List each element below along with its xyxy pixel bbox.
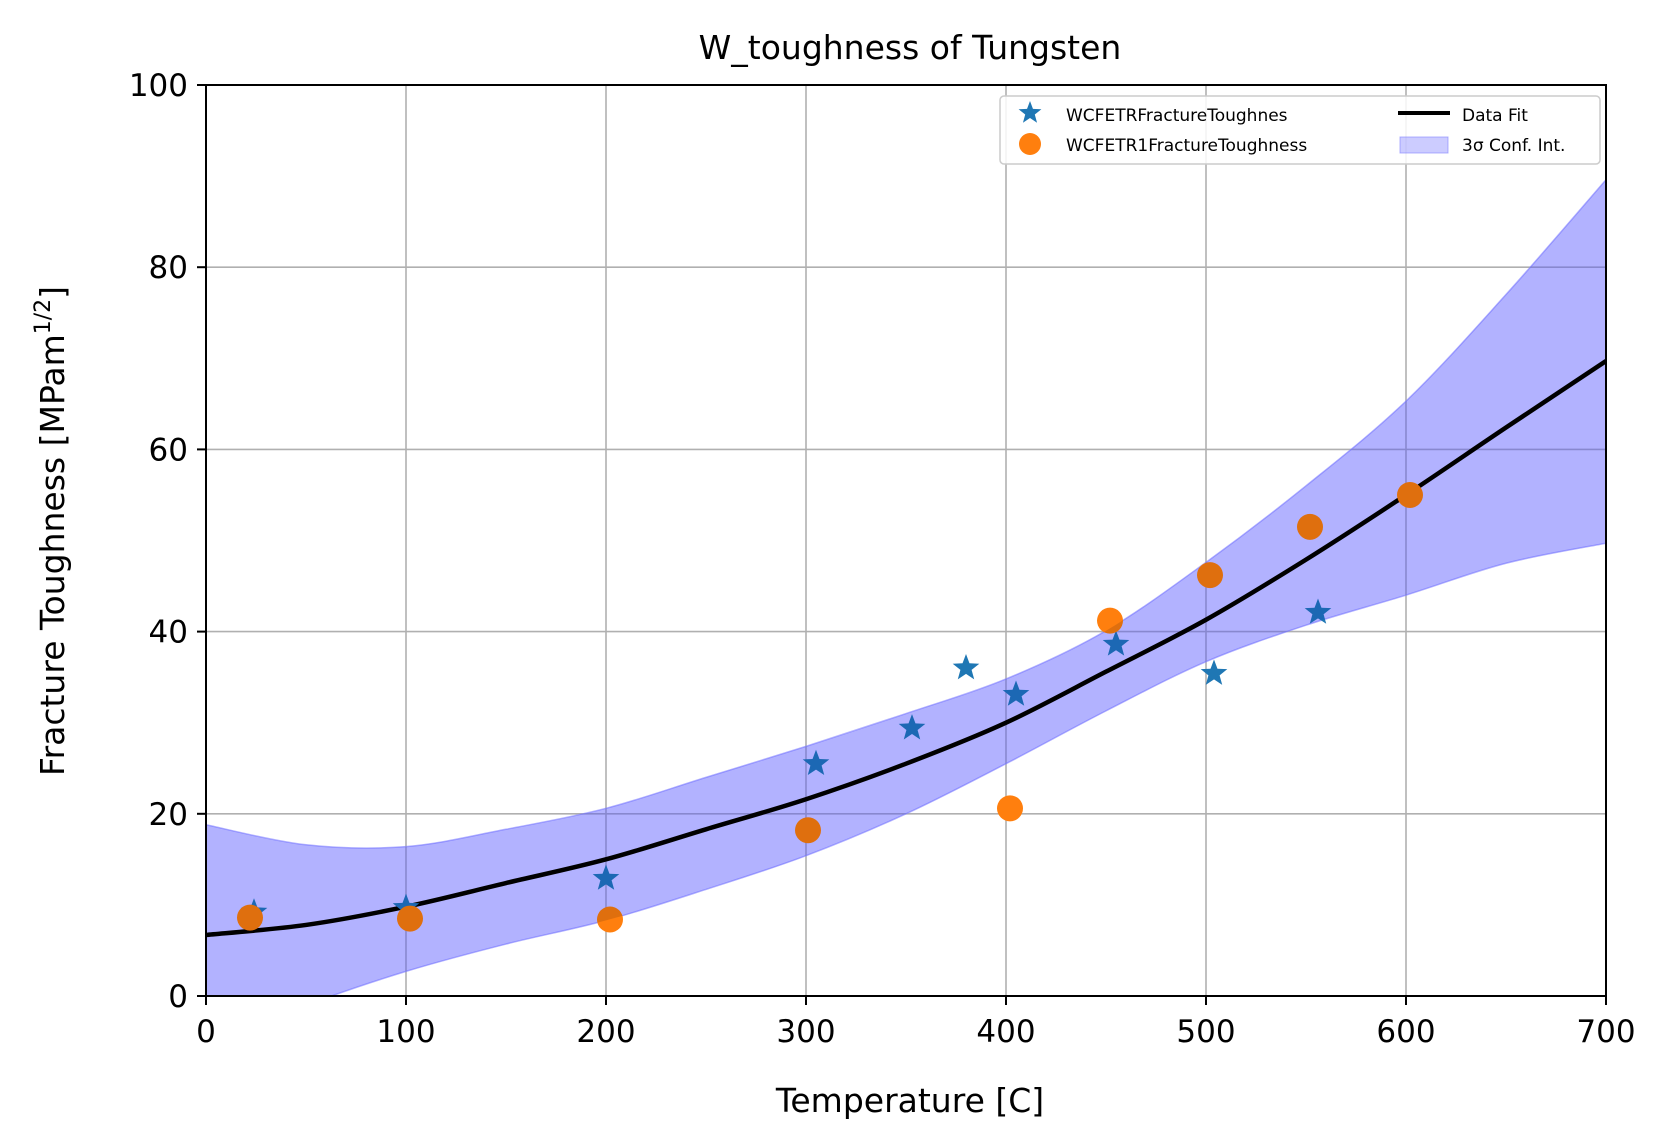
y-axis-title-main: Fracture Toughness [MPam: [33, 334, 72, 776]
y-tick-label: 80: [149, 250, 188, 286]
y-axis-title: Fracture Toughness [MPam1/2]: [31, 286, 72, 776]
y-tick-label: 40: [149, 615, 188, 651]
x-axis-title: Temperature [C]: [775, 1081, 1044, 1120]
legend: WCFETRFractureToughnes WCFETR1FractureTo…: [999, 95, 1601, 165]
legend-band-swatch: [1399, 136, 1449, 154]
legend-label-fit: Data Fit: [1462, 106, 1528, 126]
y-axis-title-end: ]: [33, 286, 72, 299]
legend-label-series-1: WCFETRFractureToughnes: [1066, 106, 1288, 126]
axis-ticks: 0 100 200 300 400 500 600 700 0 20 40 60 80 100: [129, 68, 1636, 1050]
x-tick-label: 700: [1576, 1014, 1635, 1050]
y-tick-label: 60: [149, 432, 188, 468]
star-point: [1200, 659, 1228, 685]
plot-frame: [205, 84, 1607, 997]
y-tick-label: 20: [149, 797, 188, 833]
legend-label-series-2: WCFETR1FractureToughness: [1066, 136, 1307, 156]
y-tick-label: 100: [129, 68, 188, 104]
x-tick-label: 0: [196, 1014, 216, 1050]
x-tick-label: 500: [1176, 1014, 1235, 1050]
band-overlay: [206, 179, 1606, 996]
data-points: [206, 179, 1606, 996]
legend-label-band: 3σ Conf. Int.: [1462, 136, 1565, 156]
legend-circle-marker: [1019, 133, 1041, 155]
x-tick-label: 300: [776, 1014, 835, 1050]
circle-point: [997, 795, 1023, 822]
legend-circle: [1019, 133, 1041, 155]
chart-title: W_toughness of Tungsten: [699, 28, 1122, 67]
x-tick-label: 200: [576, 1014, 635, 1050]
x-tick-label: 600: [1376, 1014, 1435, 1050]
y-axis-title-sup: 1/2: [31, 299, 56, 334]
y-tick-label: 0: [168, 979, 188, 1015]
legend-star: [1018, 101, 1042, 123]
star-point: [952, 654, 980, 680]
x-tick-label: 400: [976, 1014, 1035, 1050]
legend-star-marker: [1018, 101, 1042, 123]
x-tick-label: 100: [376, 1014, 435, 1050]
